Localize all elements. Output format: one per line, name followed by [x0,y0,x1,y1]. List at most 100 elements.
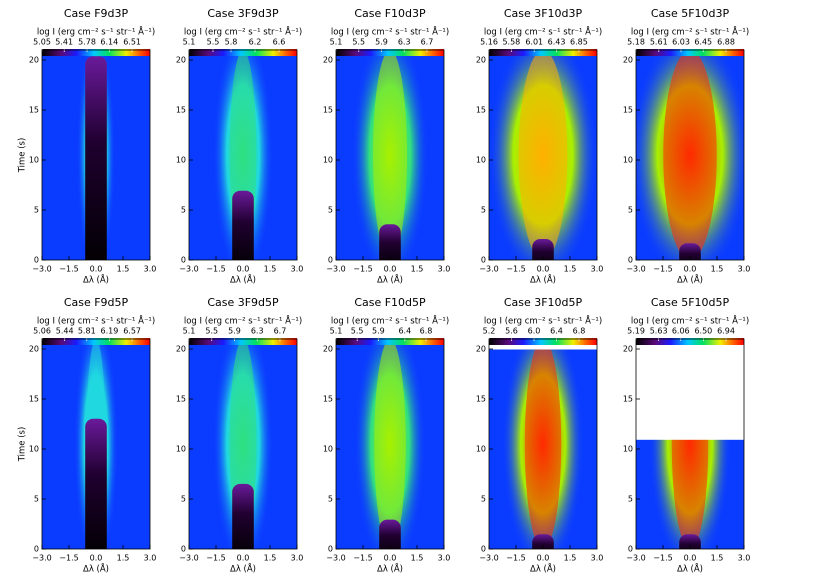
y-tick-label: 20 [476,345,486,354]
colorbar [636,338,744,345]
heatmap [489,50,597,260]
colorbar-tick-label: 5.41 [55,38,73,47]
y-axis-label: Time (s) [18,138,28,174]
y-tick-label: 20 [623,56,633,65]
colorbar-tick-label: 6.43 [548,38,566,47]
heatmap [489,339,597,549]
y-tick-label: 15 [29,106,39,115]
y-tick-label: 5 [328,495,333,504]
y-tick-label: 0 [481,545,486,554]
y-tick-label: 0 [34,256,39,265]
y-tick-label: 20 [623,345,633,354]
y-tick-label: 10 [476,156,486,165]
x-tick-label: −3.0 [479,265,498,274]
colorbar-tick-label: 5.9 [372,327,385,336]
x-tick-label: 1.5 [564,265,577,274]
colorbar-tick-label: 6.8 [573,327,586,336]
y-tick-label: 5 [328,206,333,215]
y-tick-label: 0 [328,256,333,265]
colorbar-label: log I (erg cm⁻² s⁻¹ str⁻¹ Å⁻¹) [184,315,302,327]
colorbar-label: log I (erg cm⁻² s⁻¹ str⁻¹ Å⁻¹) [331,26,449,38]
heatmap-dark-core [232,190,254,260]
y-tick-label: 0 [481,256,486,265]
y-tick-label: 5 [181,495,186,504]
x-axis-label: Δλ (Å) [677,274,703,286]
x-tick-label: −1.5 [206,554,225,563]
heatmap-dark-core [679,534,701,549]
x-tick-label: −3.0 [32,265,51,274]
colorbar [42,49,150,56]
heatmap [189,50,297,260]
colorbar-tick-label: 6.4 [398,327,411,336]
y-tick-label: 0 [181,256,186,265]
y-tick-label: 10 [323,156,333,165]
x-tick-label: 3.0 [291,265,304,274]
y-tick-label: 15 [323,395,333,404]
colorbar-tick-label: 6.03 [672,38,690,47]
x-tick-label: 0.0 [684,554,697,563]
x-tick-label: 3.0 [438,265,451,274]
x-tick-label: 3.0 [291,554,304,563]
y-tick-label: 10 [323,445,333,454]
y-tick-label: 15 [476,395,486,404]
colorbar-tick-label: 5.5 [207,38,220,47]
y-tick-label: 0 [628,256,633,265]
colorbar-tick-label: 5.78 [78,38,96,47]
colorbar-tick-label: 6.50 [694,327,712,336]
colorbar-tick-label: 6.7 [274,327,287,336]
colorbar-tick-label: 6.6 [273,38,286,47]
x-tick-label: 3.0 [438,554,451,563]
x-tick-label: 0.0 [384,554,397,563]
x-axis-label: Δλ (Å) [677,563,703,575]
x-tick-label: −3.0 [179,265,198,274]
colorbar-tick-label: 6.51 [123,38,141,47]
x-axis-label: Δλ (Å) [530,274,556,286]
panel-title: Case 3F9d3P [207,7,279,20]
x-tick-label: 0.0 [684,265,697,274]
heatmap [189,339,297,549]
colorbar-tick-label: 6.4 [550,327,563,336]
heatmap-plume-core [663,50,717,260]
colorbar-tick-label: 6.94 [717,327,735,336]
heatmap-dark-core [379,224,401,260]
x-axis-label: Δλ (Å) [83,274,109,286]
colorbar-tick-label: 6.19 [101,327,119,336]
x-tick-label: 1.5 [264,265,277,274]
x-tick-label: −1.5 [353,554,372,563]
panel-title: Case 3F10d3P [504,7,583,20]
colorbar-tick-label: 5.44 [56,327,74,336]
colorbar-tick-label: 5.63 [650,327,668,336]
y-tick-label: 5 [481,206,486,215]
x-tick-label: 0.0 [237,265,250,274]
colorbar-tick-label: 5.16 [480,38,498,47]
heatmap [636,50,744,260]
y-tick-label: 5 [34,495,39,504]
panel-title: Case F10d3P [354,7,426,20]
x-axis-label: Δλ (Å) [530,563,556,575]
x-tick-label: 1.5 [564,554,577,563]
colorbar-tick-label: 6.7 [421,38,434,47]
x-tick-label: −3.0 [626,265,645,274]
x-tick-label: −1.5 [506,265,525,274]
colorbar [489,338,597,345]
y-tick-label: 15 [623,395,633,404]
y-tick-label: 10 [623,445,633,454]
colorbar-tick-label: 5.61 [650,38,668,47]
colorbar-tick-label: 5.5 [352,38,365,47]
colorbar [336,338,444,345]
colorbar-tick-label: 5.05 [33,38,51,47]
heatmap-dark-core [232,483,254,549]
heatmap-plume-core [518,50,568,260]
y-tick-label: 5 [628,206,633,215]
y-tick-label: 15 [476,106,486,115]
colorbar-label: log I (erg cm⁻² s⁻¹ str⁻¹ Å⁻¹) [484,315,602,327]
y-tick-label: 0 [181,545,186,554]
colorbar-tick-label: 6.14 [100,38,118,47]
colorbar-label: log I (erg cm⁻² s⁻¹ str⁻¹ Å⁻¹) [331,315,449,327]
x-tick-label: −3.0 [179,554,198,563]
y-tick-label: 0 [628,545,633,554]
heatmap [42,50,150,260]
x-tick-label: 1.5 [411,265,424,274]
x-axis-label: Δλ (Å) [377,563,403,575]
